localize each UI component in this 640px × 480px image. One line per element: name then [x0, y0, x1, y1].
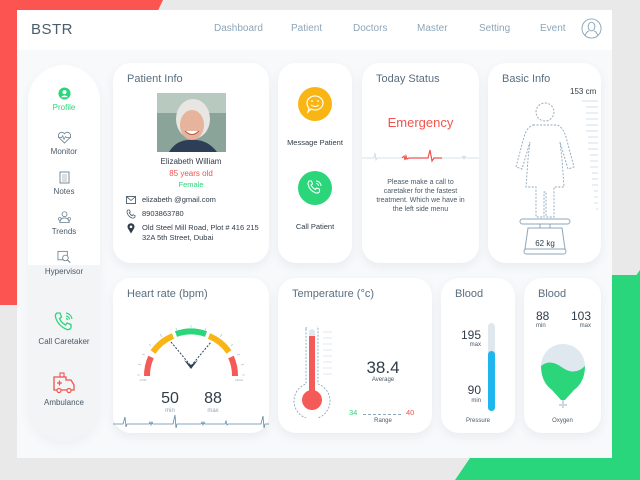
- sidebar-item-monitor[interactable]: Monitor: [28, 131, 100, 156]
- sidebar-item-notes[interactable]: Notes: [28, 171, 100, 196]
- thermometer: [293, 326, 332, 418]
- height-value: 153 cm: [570, 87, 597, 96]
- contact-card: Message Patient Call Patient: [278, 63, 352, 263]
- temperature-range-min: 34: [349, 408, 358, 417]
- patient-phone[interactable]: 8903863780: [142, 209, 184, 218]
- oxygen-drop-gauge: [541, 344, 585, 408]
- ambulance-button[interactable]: Ambulance: [28, 371, 100, 407]
- nav-event[interactable]: Event: [540, 23, 566, 34]
- call-patient-label[interactable]: Call Patient: [295, 222, 335, 231]
- gauge-low-label: LOW: [140, 378, 147, 382]
- email-icon: [126, 196, 136, 204]
- temperature-range-label: Range: [374, 418, 392, 424]
- sidebar: Profile Monitor Notes Trends: [28, 65, 100, 441]
- sidebar-item-hypervisor[interactable]: Hypervisor: [28, 250, 100, 276]
- patient-gender: Female: [178, 180, 204, 189]
- gauge-high-label: HIGH: [235, 378, 243, 382]
- sidebar-item-trends[interactable]: Trends: [28, 210, 100, 236]
- sidebar-item-label: Hypervisor: [44, 267, 84, 276]
- card-title: Blood: [455, 288, 484, 300]
- message-patient-label[interactable]: Message Patient: [287, 138, 343, 147]
- patient-name: Elizabeth William: [160, 157, 222, 166]
- sidebar-item-label: Notes: [53, 187, 75, 196]
- heart-rate-card: Heart rate (bpm) LOW HIGH 50 min 88: [113, 278, 269, 433]
- heart-max-value: 88: [204, 390, 222, 407]
- pressure-max-label: max: [469, 342, 481, 348]
- phone-icon: [126, 209, 136, 219]
- heart-ecg-line: [113, 414, 269, 429]
- card-title: Today Status: [376, 73, 440, 85]
- heart-min-value: 50: [161, 390, 179, 407]
- patient-email[interactable]: elizabeth @gmail.com: [142, 195, 216, 204]
- status-badge: Emergency: [387, 115, 454, 130]
- group-icon: [57, 211, 71, 224]
- sidebar-item-profile[interactable]: Profile: [28, 87, 100, 112]
- brand-logo[interactable]: BSTR: [31, 21, 74, 38]
- patient-age: 85 years old: [169, 169, 213, 178]
- oxygen-min-label: min: [536, 323, 546, 329]
- card-title: Basic Info: [502, 73, 551, 85]
- card-title: Blood: [538, 288, 567, 300]
- blood-pressure-card: Blood 195 max 90 min Pressure: [441, 278, 515, 433]
- temperature-range-max: 40: [406, 408, 415, 417]
- heart-rate-gauge: LOW HIGH: [137, 325, 245, 382]
- patient-address: Old Steel Mill Road, Plot # 416 215 32A …: [142, 223, 259, 243]
- message-patient-button[interactable]: [298, 87, 332, 121]
- notes-icon: [59, 171, 69, 184]
- nav-master[interactable]: Master: [417, 23, 448, 34]
- basic-info-card: Basic Info 153 cm: [488, 63, 601, 263]
- oxygen-max-value: 103: [570, 309, 591, 323]
- pressure-label: Pressure: [465, 418, 490, 424]
- call-patient-button[interactable]: [298, 171, 332, 205]
- card-title: Temperature (°c): [292, 288, 375, 300]
- oxygen-label: Oxygen: [552, 418, 573, 424]
- pressure-min-label: min: [471, 398, 481, 404]
- body-figure: [515, 100, 598, 255]
- sidebar-item-label: Monitor: [50, 147, 78, 156]
- temperature-average-value: 38.4: [366, 358, 400, 377]
- sidebar-item-label: Profile: [52, 103, 76, 112]
- user-circle-icon: [57, 87, 71, 100]
- card-title: Patient Info: [127, 73, 183, 85]
- status-message: Please make a call to caretaker for the …: [376, 179, 465, 213]
- call-caretaker-label: Call Caretaker: [38, 337, 90, 346]
- heart-pulse-icon: [57, 131, 71, 144]
- oxygen-max-label: max: [579, 323, 591, 329]
- ambulance-label: Ambulance: [43, 398, 85, 407]
- temperature-card: Temperature (°c) 38.4 Average 34 40 Rang…: [278, 278, 432, 433]
- weight-value: 62 kg: [535, 239, 555, 248]
- blood-oxygen-card: Blood 88 min 103 max Oxygen: [524, 278, 601, 433]
- call-caretaker-button[interactable]: Call Caretaker: [28, 310, 100, 346]
- heart-max-label: max: [207, 408, 219, 414]
- address-line-2: 32A 5th Street, Dubai: [142, 233, 214, 242]
- sidebar-actions-panel: [28, 265, 100, 441]
- heart-min-label: min: [165, 408, 175, 414]
- nav-setting[interactable]: Setting: [479, 23, 511, 34]
- card-title: Heart rate (bpm): [127, 288, 208, 300]
- user-avatar-icon[interactable]: [581, 18, 602, 39]
- temperature-average-label: Average: [371, 377, 395, 383]
- patient-info-card: Patient Info Elizabeth William 85 years …: [113, 63, 269, 263]
- nav-dashboard[interactable]: Dashboard: [214, 23, 263, 34]
- pressure-min-value: 90: [467, 383, 481, 397]
- patient-photo: [157, 93, 226, 152]
- sidebar-item-label: Trends: [51, 227, 77, 236]
- pressure-max-value: 195: [460, 328, 481, 342]
- range-divider: [363, 414, 401, 415]
- nav-patient[interactable]: Patient: [291, 23, 323, 34]
- magnifier-map-icon: [57, 250, 70, 263]
- top-bar: BSTR Dashboard Patient Doctors Master Se…: [17, 10, 612, 50]
- nav-doctors[interactable]: Doctors: [353, 23, 388, 34]
- pressure-bar-fill: [488, 351, 495, 411]
- ambulance-icon: [53, 372, 75, 394]
- app-window: BSTR Dashboard Patient Doctors Master Se…: [17, 10, 612, 458]
- oxygen-min-value: 88: [536, 309, 550, 323]
- location-pin-icon: [127, 223, 135, 234]
- ecg-line: [362, 149, 479, 163]
- address-line-1: Old Steel Mill Road, Plot # 416 215: [142, 223, 259, 232]
- today-status-card: Today Status Emergency Please make a cal…: [362, 63, 479, 263]
- phone-wave-icon: [54, 312, 73, 331]
